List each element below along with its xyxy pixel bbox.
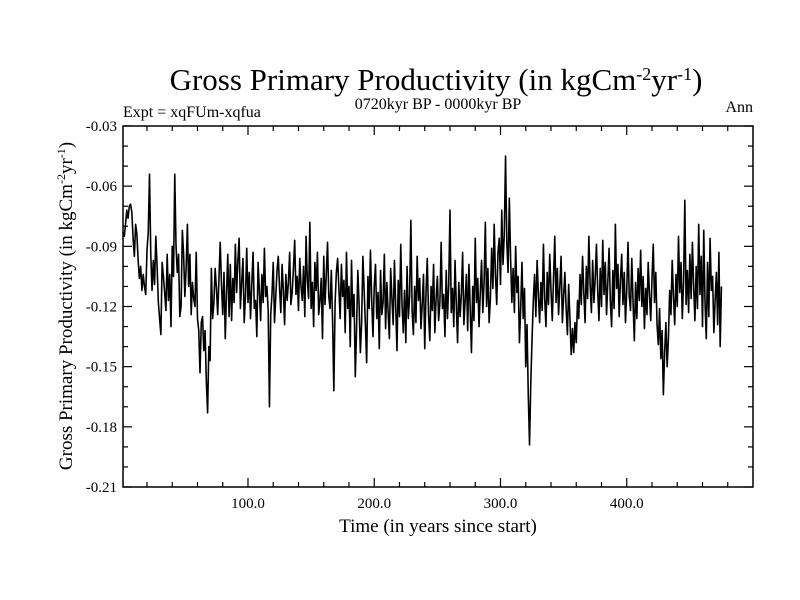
x-tick-label: 300.0 — [484, 496, 518, 512]
chart-title-sup2: -1 — [677, 64, 692, 84]
y-tick-label: -0.21 — [86, 480, 117, 496]
y-axis-ticks: -0.03 -0.06 -0.09 -0.12 -0.15 -0.18 -0.21 — [86, 119, 753, 496]
y-tick-label: -0.15 — [86, 360, 117, 376]
chart-title-main: Gross Primary Productivity (in kgCm — [170, 62, 637, 97]
y-axis-label-mid: yr — [56, 158, 77, 175]
y-axis-label: Gross Primary Productivity (in kgCm-2yr-… — [54, 142, 77, 470]
subtitle-right: Ann — [725, 99, 753, 116]
x-axis-ticks: 100.0 200.0 300.0 400.0 — [146, 126, 729, 512]
y-axis-label-main: Gross Primary Productivity (in kgCm — [56, 184, 77, 470]
x-tick-label: 100.0 — [231, 496, 265, 512]
y-tick-label: -0.12 — [86, 300, 117, 316]
subtitle-center: 0720kyr BP - 0000kyr BP — [355, 96, 522, 113]
series-line — [122, 155, 723, 446]
x-axis-label: Time (in years since start) — [339, 516, 537, 537]
y-axis-label-end: ) — [56, 142, 77, 148]
subtitle-left: Expt = xqFUm-xqfua — [123, 104, 261, 121]
y-tick-label: -0.18 — [86, 420, 117, 436]
y-axis-label-sup2: -1 — [54, 148, 68, 158]
chart-title-sup1: -2 — [636, 64, 651, 84]
x-tick-label: 400.0 — [610, 496, 644, 512]
x-tick-label: 200.0 — [357, 496, 391, 512]
y-tick-label: -0.06 — [86, 179, 118, 195]
y-tick-label: -0.03 — [86, 119, 117, 135]
chart-title: Gross Primary Productivity (in kgCm-2yr-… — [170, 62, 703, 97]
chart-title-mid: yr — [651, 62, 678, 97]
chart-title-end: ) — [692, 62, 702, 97]
y-axis-label-sup1: -2 — [54, 174, 68, 184]
y-tick-label: -0.09 — [86, 239, 117, 255]
